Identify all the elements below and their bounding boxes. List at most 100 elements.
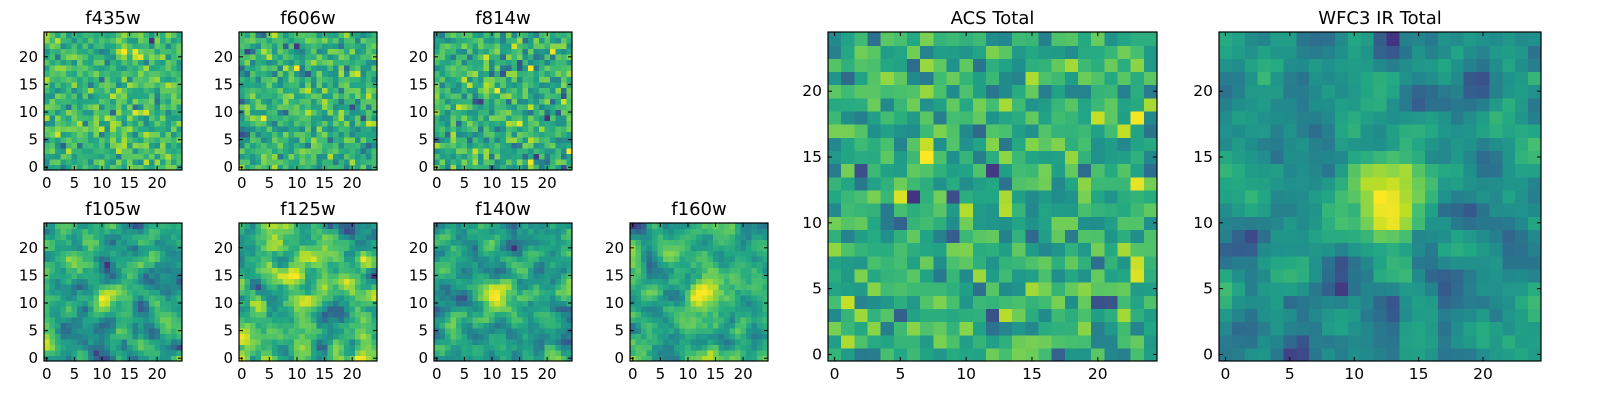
heatmap-cell bbox=[321, 158, 328, 166]
heatmap-cell bbox=[461, 261, 468, 268]
heatmap-cell bbox=[1104, 347, 1119, 362]
heatmap-cell bbox=[349, 294, 356, 301]
heatmap-cell bbox=[244, 87, 251, 94]
heatmap-cell bbox=[170, 54, 178, 61]
heatmap-cell bbox=[277, 65, 284, 72]
heatmap-cell bbox=[250, 261, 257, 268]
y-tick-label: 20 bbox=[605, 239, 624, 257]
heatmap-cell bbox=[126, 54, 133, 61]
heatmap-cell bbox=[718, 250, 725, 257]
heatmap-cell bbox=[110, 261, 117, 268]
heatmap-cell bbox=[635, 228, 642, 235]
heatmap-cell bbox=[55, 300, 62, 307]
heatmap-cell bbox=[250, 136, 257, 143]
heatmap-cell bbox=[652, 283, 659, 290]
heatmap-cell bbox=[511, 223, 518, 230]
heatmap-cell bbox=[489, 65, 496, 72]
heatmap-cell bbox=[365, 131, 373, 138]
heatmap-cell bbox=[137, 70, 144, 77]
heatmap-cell bbox=[472, 245, 479, 252]
heatmap-cell bbox=[250, 76, 257, 83]
heatmap-cell bbox=[734, 239, 741, 246]
heatmap-cell bbox=[652, 322, 659, 329]
heatmap-cell bbox=[338, 125, 345, 132]
heatmap-cell bbox=[288, 311, 295, 318]
heatmap-cell bbox=[489, 256, 496, 263]
heatmap-cell bbox=[516, 344, 523, 351]
heatmap-cell bbox=[999, 229, 1013, 244]
heatmap-cell bbox=[283, 43, 290, 50]
x-tick-label: 15 bbox=[315, 174, 334, 192]
heatmap-cell bbox=[49, 70, 56, 77]
x-tick-label: 20 bbox=[148, 174, 167, 192]
heatmap-cell bbox=[516, 300, 523, 307]
heatmap-cell bbox=[450, 142, 457, 149]
heatmap-cell bbox=[115, 158, 122, 166]
heatmap-cell bbox=[456, 125, 463, 132]
heatmap-cell bbox=[723, 283, 730, 290]
heatmap-cell bbox=[165, 239, 172, 246]
heatmap-cell bbox=[828, 242, 842, 257]
heatmap-cell bbox=[472, 125, 479, 132]
heatmap-cell bbox=[110, 98, 117, 105]
heatmap-cell bbox=[327, 267, 334, 274]
heatmap-cell bbox=[66, 294, 73, 301]
heatmap-cell bbox=[467, 48, 474, 55]
x-tick-label: 15 bbox=[315, 365, 334, 383]
heatmap-cell bbox=[1025, 308, 1040, 323]
heatmap-cell bbox=[555, 311, 562, 318]
heatmap-cell bbox=[154, 125, 161, 132]
heatmap-cell bbox=[77, 316, 84, 323]
heatmap-cell bbox=[93, 311, 100, 318]
heatmap-cell bbox=[288, 158, 295, 166]
heatmap-cell bbox=[88, 311, 95, 318]
heatmap-cell bbox=[434, 278, 441, 285]
heatmap-cell bbox=[555, 103, 562, 110]
heatmap-cell bbox=[679, 300, 686, 307]
heatmap-cell bbox=[456, 81, 463, 88]
heatmap-cell bbox=[261, 261, 268, 268]
heatmap-cell bbox=[641, 344, 648, 351]
heatmap-cell bbox=[439, 272, 446, 279]
heatmap-cell bbox=[294, 305, 301, 312]
heatmap-cell bbox=[538, 65, 545, 72]
heatmap-cell bbox=[538, 70, 545, 77]
heatmap-cell bbox=[327, 234, 334, 241]
heatmap-cell bbox=[533, 147, 540, 155]
heatmap-cell bbox=[511, 125, 518, 132]
heatmap-cell bbox=[159, 294, 167, 301]
heatmap-cell bbox=[148, 311, 155, 318]
heatmap-cell bbox=[143, 158, 150, 166]
heatmap-cell bbox=[170, 223, 178, 230]
heatmap-cell bbox=[316, 87, 323, 94]
heatmap-cell bbox=[316, 120, 323, 127]
heatmap-cell bbox=[338, 120, 345, 127]
heatmap-cell bbox=[751, 294, 758, 301]
heatmap-cell bbox=[154, 70, 161, 77]
heatmap-cell bbox=[154, 261, 161, 268]
heatmap-cell bbox=[533, 125, 540, 132]
heatmap-cell bbox=[560, 37, 568, 44]
heatmap-cell bbox=[360, 59, 367, 66]
heatmap-cell bbox=[288, 234, 295, 241]
heatmap-cell bbox=[343, 81, 350, 88]
heatmap-cell bbox=[283, 32, 290, 39]
heatmap-cell bbox=[494, 311, 501, 318]
heatmap-cell bbox=[99, 87, 106, 94]
heatmap-cell bbox=[371, 305, 378, 312]
heatmap-cell bbox=[756, 261, 764, 268]
heatmap-cell bbox=[696, 239, 703, 246]
heatmap-cell bbox=[478, 158, 485, 166]
heatmap-cell bbox=[255, 98, 262, 105]
heatmap-cell bbox=[360, 92, 367, 99]
axes-frame bbox=[433, 222, 573, 362]
heatmap-cell bbox=[305, 355, 312, 362]
heatmap-cell bbox=[338, 142, 345, 149]
heatmap-cell bbox=[641, 272, 648, 279]
y-tick-label: 20 bbox=[19, 48, 38, 66]
heatmap-cell bbox=[456, 283, 463, 290]
heatmap-cell bbox=[527, 48, 534, 55]
heatmap-cell bbox=[1038, 334, 1053, 349]
x-tick-label: 10 bbox=[482, 365, 501, 383]
heatmap-cell bbox=[165, 125, 172, 132]
